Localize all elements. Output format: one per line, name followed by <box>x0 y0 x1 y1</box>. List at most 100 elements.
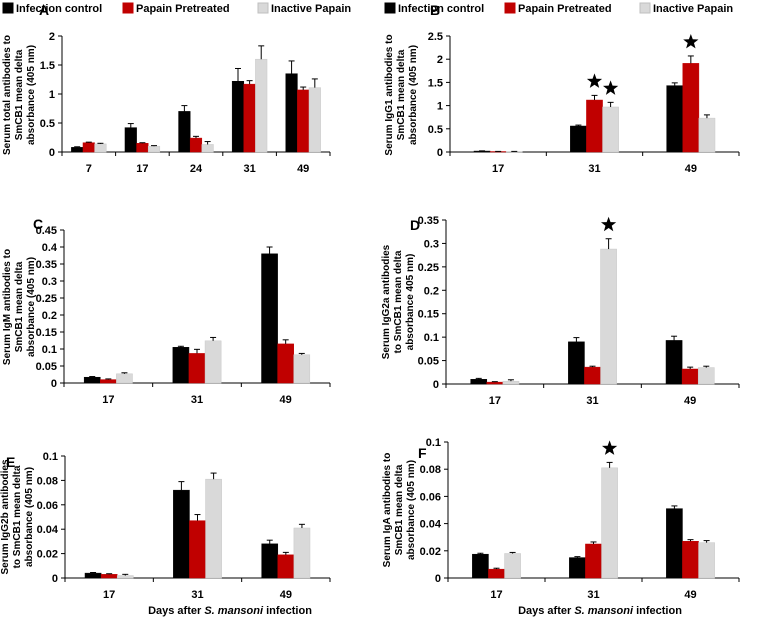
x-tick-label: 17 <box>492 163 504 175</box>
y-tick-label: 0.05 <box>418 356 439 368</box>
y-axis-label-line: Serum IgG2a antibodies <box>381 244 392 359</box>
bar <box>293 354 311 384</box>
y-tick-label: 0.06 <box>37 500 58 512</box>
bar <box>136 143 149 153</box>
bar <box>173 489 190 579</box>
legend-label: Inactive Papain <box>271 3 351 15</box>
y-tick-label: 0.4 <box>42 242 58 254</box>
bar <box>277 554 295 579</box>
y-tick-label: 0.25 <box>418 262 439 274</box>
bar <box>231 80 245 153</box>
y-tick-label: 0 <box>49 147 55 159</box>
bar <box>100 379 117 384</box>
y-tick-label: 0.3 <box>424 238 439 250</box>
panel-label: B <box>430 2 440 18</box>
y-axis-label-line: Serum IgG1 antibodies to <box>384 34 395 155</box>
x-tick-label: 49 <box>280 394 292 406</box>
y-axis-label: Serum IgM antibodies toSmCB1 mean deltaa… <box>2 249 37 365</box>
x-tick-label: 17 <box>490 589 502 601</box>
bar <box>585 543 602 579</box>
y-tick-label: 0 <box>433 379 439 391</box>
bar <box>682 541 699 579</box>
y-axis-label-line: absorbance (405 nm) <box>26 257 37 357</box>
bar <box>698 117 716 153</box>
bar <box>243 83 256 153</box>
legend-swatch <box>2 2 14 14</box>
y-tick-label: 0.15 <box>36 327 57 339</box>
bar <box>666 508 683 579</box>
y-tick-label: 0.02 <box>37 549 58 561</box>
panel-label: E <box>6 454 15 470</box>
y-axis-label-line: absorbance 405 nm) <box>405 254 416 351</box>
panel-c: C Serum IgM antibodies toSmCB1 mean delta… <box>2 216 331 406</box>
y-tick-label: 0.5 <box>428 124 443 136</box>
bar <box>488 568 505 579</box>
y-tick-label: 0.35 <box>418 215 439 227</box>
bar <box>84 572 102 579</box>
y-axis-label-line: Serum IgM antibodies to <box>2 249 13 365</box>
bar <box>472 553 489 579</box>
bar <box>682 63 700 153</box>
bar <box>261 543 279 579</box>
legend-right: Infection control Papain Pretreated Inacti… <box>384 2 733 15</box>
x-tick-label: 7 <box>86 163 92 175</box>
y-axis-label-line: SmCB1 mean delta <box>394 464 405 555</box>
y-tick-label: 0.1 <box>426 437 441 449</box>
bar <box>100 574 118 579</box>
bar <box>178 111 191 153</box>
bar <box>82 142 95 153</box>
x-tick-label: 49 <box>280 589 292 601</box>
y-tick-label: 0.04 <box>37 524 59 536</box>
legend-layer: Infection control Papain Pretreated Inacti… <box>2 2 733 15</box>
legend-swatch <box>639 2 651 14</box>
x-tick-label: 31 <box>243 163 255 175</box>
y-tick-label: 0.1 <box>42 344 57 356</box>
y-axis-label-line: absorbance (405 nm) <box>406 460 417 560</box>
bar <box>277 343 294 384</box>
legend-label: Papain Pretreated <box>518 3 612 15</box>
x-tick-label: 49 <box>684 589 696 601</box>
x-tick-label: 49 <box>297 163 309 175</box>
y-tick-label: 0.3 <box>42 276 57 288</box>
y-axis-label-line: SmCB1 mean delta <box>396 49 407 140</box>
y-axis-label-line: absorbance (405 nm) <box>408 45 419 145</box>
bar <box>204 340 222 384</box>
x-tick-label: 17 <box>102 394 114 406</box>
y-axis-label-line: SmCB1 mean delta <box>14 49 25 140</box>
x-tick-label: 17 <box>136 163 148 175</box>
bar <box>486 381 504 385</box>
x-tick-label: 49 <box>684 395 696 407</box>
legend-label: Papain Pretreated <box>136 3 230 15</box>
y-tick-label: 0.5 <box>40 118 55 130</box>
panel-label: D <box>410 217 420 233</box>
y-tick-label: 0.02 <box>420 546 441 558</box>
bar <box>147 145 161 153</box>
significance-star-icon <box>586 73 603 88</box>
y-axis-label-line: to SmCB1 mean delta <box>393 250 404 353</box>
x-tick-label: 31 <box>191 394 203 406</box>
bar <box>124 127 137 153</box>
significance-star-icon <box>602 80 619 95</box>
bar <box>172 347 190 384</box>
bar <box>666 85 684 153</box>
x-tick-label: 31 <box>587 589 599 601</box>
y-axis-label: Serum IgA antibodies toSmCB1 mean deltaa… <box>382 453 417 568</box>
y-tick-label: 0.06 <box>420 491 441 503</box>
y-tick-label: 0.25 <box>36 293 57 305</box>
bar <box>601 467 618 579</box>
y-tick-label: 0 <box>51 378 57 390</box>
panel-d: D Serum IgG2a antibodiesto SmCB1 mean del… <box>381 215 740 407</box>
bar <box>586 99 603 153</box>
panel-label: F <box>418 445 427 461</box>
y-tick-label: 0.04 <box>420 519 442 531</box>
x-tick-label: 17 <box>489 395 501 407</box>
bar <box>297 89 310 153</box>
bar <box>570 125 587 153</box>
y-tick-label: 0.2 <box>42 310 57 322</box>
bar <box>189 520 206 579</box>
y-tick-label: 0.08 <box>37 475 58 487</box>
bar <box>697 367 715 385</box>
